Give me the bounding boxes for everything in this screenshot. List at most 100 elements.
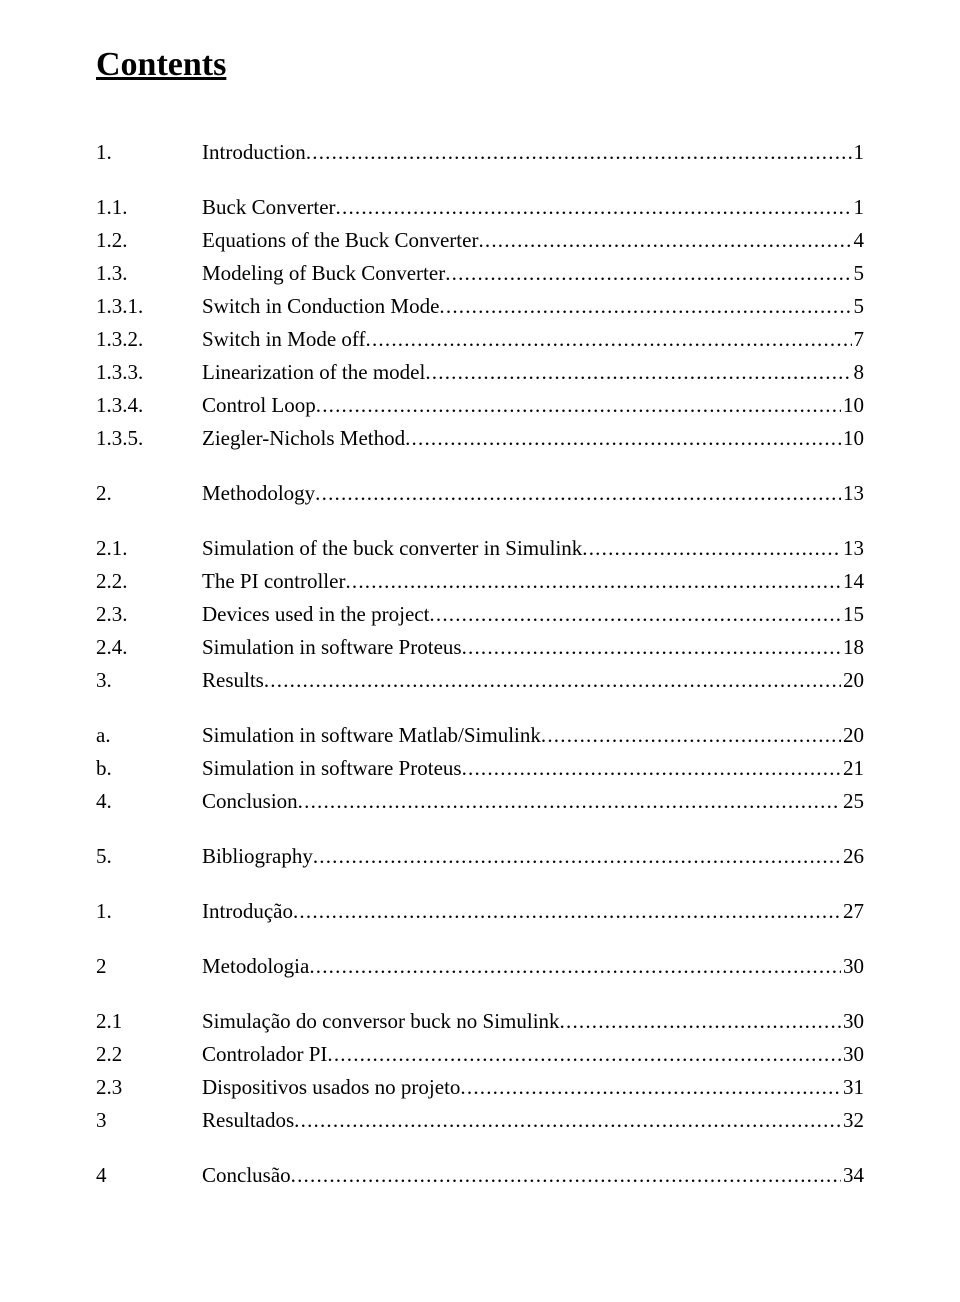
toc-entry-page: 30: [841, 956, 864, 977]
toc-entry-page: 1: [852, 142, 865, 163]
toc-dot-leader: [560, 1011, 841, 1032]
toc-entry: 2.4.Simulation in software Proteus18: [96, 637, 864, 658]
toc-entry-number: a.: [96, 725, 124, 746]
toc-entry: 4 Conclusão 34: [96, 1165, 864, 1186]
toc-entry-label: Metodologia: [202, 956, 309, 977]
toc-dot-leader: [445, 263, 851, 284]
toc-group-gap: [96, 461, 864, 483]
toc-entry-label: Buck Converter: [202, 197, 336, 218]
toc-entry-number: 3: [96, 1110, 124, 1131]
toc-entry-page: 15: [841, 604, 864, 625]
toc-entry: 1.3.4.Control Loop 10: [96, 395, 864, 416]
toc-entry-label: Introduction: [202, 142, 306, 163]
toc-entry-number: 1.2.: [96, 230, 202, 251]
table-of-contents: 1.Introduction11.1.Buck Converter11.2.Eq…: [96, 142, 864, 1186]
toc-entry: 2.2Controlador PI30: [96, 1044, 864, 1065]
toc-entry: 1. Introdução 27: [96, 901, 864, 922]
toc-entry-label: Control Loop: [202, 395, 316, 416]
toc-dot-leader: [345, 571, 841, 592]
toc-group-gap: [96, 824, 864, 846]
toc-dot-leader: [425, 362, 851, 383]
toc-group-gap: [96, 703, 864, 725]
toc-dot-leader: [309, 956, 841, 977]
toc-group-gap: [96, 175, 864, 197]
toc-entry-number: 2.1: [96, 1011, 202, 1032]
toc-entry-number: 1.3.1.: [96, 296, 202, 317]
toc-dot-leader: [582, 538, 841, 559]
toc-entry-label: Introdução: [202, 901, 293, 922]
toc-dot-leader: [429, 604, 841, 625]
toc-entry-number: 3.: [96, 670, 124, 691]
toc-entry: 1.2.Equations of the Buck Converter 4: [96, 230, 864, 251]
toc-dot-leader: [460, 1077, 841, 1098]
toc-entry-page: 18: [841, 637, 864, 658]
toc-entry: 2.1Simulação do conversor buck no Simuli…: [96, 1011, 864, 1032]
toc-entry-page: 4: [852, 230, 865, 251]
toc-entry-label: Simulation in software Matlab/Simulink: [202, 725, 541, 746]
toc-entry: 1.3.5.Ziegler-Nichols Method10: [96, 428, 864, 449]
toc-entry-page: 7: [852, 329, 865, 350]
toc-entry-label: Equations of the Buck Converter: [202, 230, 478, 251]
toc-entry-number: 5.: [96, 846, 124, 867]
toc-entry-page: 5: [852, 296, 865, 317]
toc-entry: 1.3.3.Linearization of the model 8: [96, 362, 864, 383]
toc-entry-number: b.: [96, 758, 124, 779]
document-page: Contents 1.Introduction11.1.Buck Convert…: [0, 0, 960, 1302]
toc-entry-page: 21: [841, 758, 864, 779]
toc-entry-page: 13: [841, 483, 864, 504]
toc-entry: 2.1.Simulation of the buck converter in …: [96, 538, 864, 559]
toc-group-gap: [96, 516, 864, 538]
toc-entry-label: Methodology: [202, 483, 315, 504]
toc-entry-page: 30: [841, 1044, 864, 1065]
toc-entry-number: 2: [96, 956, 124, 977]
toc-entry-number: 2.3.: [96, 604, 202, 625]
toc-entry-page: 32: [841, 1110, 864, 1131]
toc-entry-label: Linearization of the model: [202, 362, 425, 383]
toc-entry-label: Simulation in software Proteus: [202, 637, 462, 658]
toc-dot-leader: [478, 230, 851, 251]
toc-group-gap: [96, 934, 864, 956]
toc-entry-number: 2.1.: [96, 538, 202, 559]
toc-entry-page: 25: [841, 791, 864, 812]
toc-group-gap: [96, 879, 864, 901]
toc-entry-page: 5: [852, 263, 865, 284]
toc-entry: 1.3.2.Switch in Mode off7: [96, 329, 864, 350]
toc-entry: 2.3.Devices used in the project15: [96, 604, 864, 625]
toc-entry-page: 31: [841, 1077, 864, 1098]
toc-entry: 2. Methodology 13: [96, 483, 864, 504]
toc-entry-label: Ziegler-Nichols Method: [202, 428, 405, 449]
toc-entry-number: 1.3.3.: [96, 362, 202, 383]
toc-dot-leader: [462, 758, 841, 779]
contents-title: Contents: [96, 46, 864, 84]
toc-entry-number: 1.3.4.: [96, 395, 202, 416]
toc-dot-leader: [298, 791, 841, 812]
toc-entry-page: 13: [841, 538, 864, 559]
toc-entry-label: Results: [202, 670, 264, 691]
toc-entry-number: 1.3.2.: [96, 329, 202, 350]
toc-entry-number: 2.2: [96, 1044, 202, 1065]
toc-entry: 3Resultados32: [96, 1110, 864, 1131]
toc-entry-label: Dispositivos usados no projeto: [202, 1077, 460, 1098]
toc-dot-leader: [315, 483, 841, 504]
toc-entry-number: 4: [96, 1165, 124, 1186]
toc-entry-number: 2.3: [96, 1077, 202, 1098]
toc-entry: 1.3.1.Switch in Conduction Mode5: [96, 296, 864, 317]
toc-dot-leader: [293, 901, 841, 922]
toc-entry-page: 10: [841, 395, 864, 416]
toc-entry-number: 1.: [96, 142, 124, 163]
toc-entry: 1. Introduction 1: [96, 142, 864, 163]
toc-entry-number: 2.: [96, 483, 124, 504]
toc-entry: 1.3.Modeling of Buck Converter5: [96, 263, 864, 284]
toc-entry-page: 34: [841, 1165, 864, 1186]
toc-entry: a. Simulation in software Matlab/Simulink…: [96, 725, 864, 746]
toc-entry-label: Simulation in software Proteus: [202, 758, 462, 779]
toc-entry-label: Conclusão: [202, 1165, 291, 1186]
toc-entry-page: 8: [852, 362, 865, 383]
toc-dot-leader: [439, 296, 851, 317]
toc-entry-number: 1.3.: [96, 263, 202, 284]
toc-dot-leader: [405, 428, 841, 449]
toc-entry-page: 20: [841, 725, 864, 746]
toc-dot-leader: [462, 637, 841, 658]
toc-entry-number: 1.: [96, 901, 124, 922]
toc-entry-page: 27: [841, 901, 864, 922]
